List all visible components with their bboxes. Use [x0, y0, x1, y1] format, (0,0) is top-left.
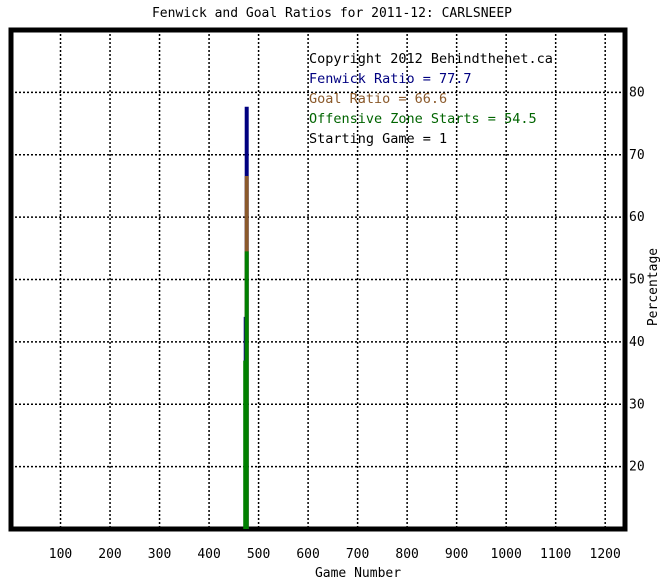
x-tick-label: 200: [98, 547, 121, 562]
x-tick-label: 300: [148, 547, 171, 562]
x-tick-label: 700: [346, 547, 369, 562]
x-tick-label: 1200: [590, 547, 621, 562]
x-tick-label: 900: [445, 547, 468, 562]
x-tick-label: 1000: [491, 547, 522, 562]
x-axis-label: Game Number: [315, 566, 401, 580]
y-tick-label: 20: [629, 460, 645, 475]
y-tick-label: 60: [629, 210, 645, 225]
plot-frame: [8, 27, 628, 532]
y-axis-label: Percentage: [646, 248, 661, 326]
series-group: [243, 106, 249, 529]
annotation-copyright: Copyright 2012 Behindthenet.ca: [309, 51, 553, 67]
annotation-start: Starting Game = 1: [309, 131, 447, 147]
y-tick-label: 70: [629, 148, 645, 163]
x-tick-labels: 100 200 300 400 500 600 700 800 900 1000 1100 1200: [49, 547, 621, 562]
annotations: Copyright 2012 Behindthenet.ca Fenwick Ra…: [309, 51, 553, 147]
annotation-fenwick: Fenwick Ratio = 77.7: [309, 71, 472, 87]
y-tick-label: 30: [629, 397, 645, 412]
x-tick-label: 500: [247, 547, 270, 562]
x-tick-label: 800: [395, 547, 418, 562]
chart-title: Fenwick and Goal Ratios for 2011-12: CAR…: [152, 6, 512, 21]
y-tick-label: 40: [629, 335, 645, 350]
y-tick-labels: 20 30 40 50 60 70 80: [629, 85, 645, 474]
x-tick-label: 400: [197, 547, 220, 562]
annotation-goal: Goal Ratio = 66.6: [309, 91, 447, 107]
y-tick-label: 80: [629, 85, 645, 100]
y-tick-label: 50: [629, 273, 645, 288]
x-tick-label: 100: [49, 547, 72, 562]
annotation-ozone: Offensive Zone Starts = 54.5: [309, 111, 537, 127]
x-tick-label: 600: [296, 547, 319, 562]
x-tick-label: 1100: [540, 547, 571, 562]
grid: [11, 30, 625, 529]
